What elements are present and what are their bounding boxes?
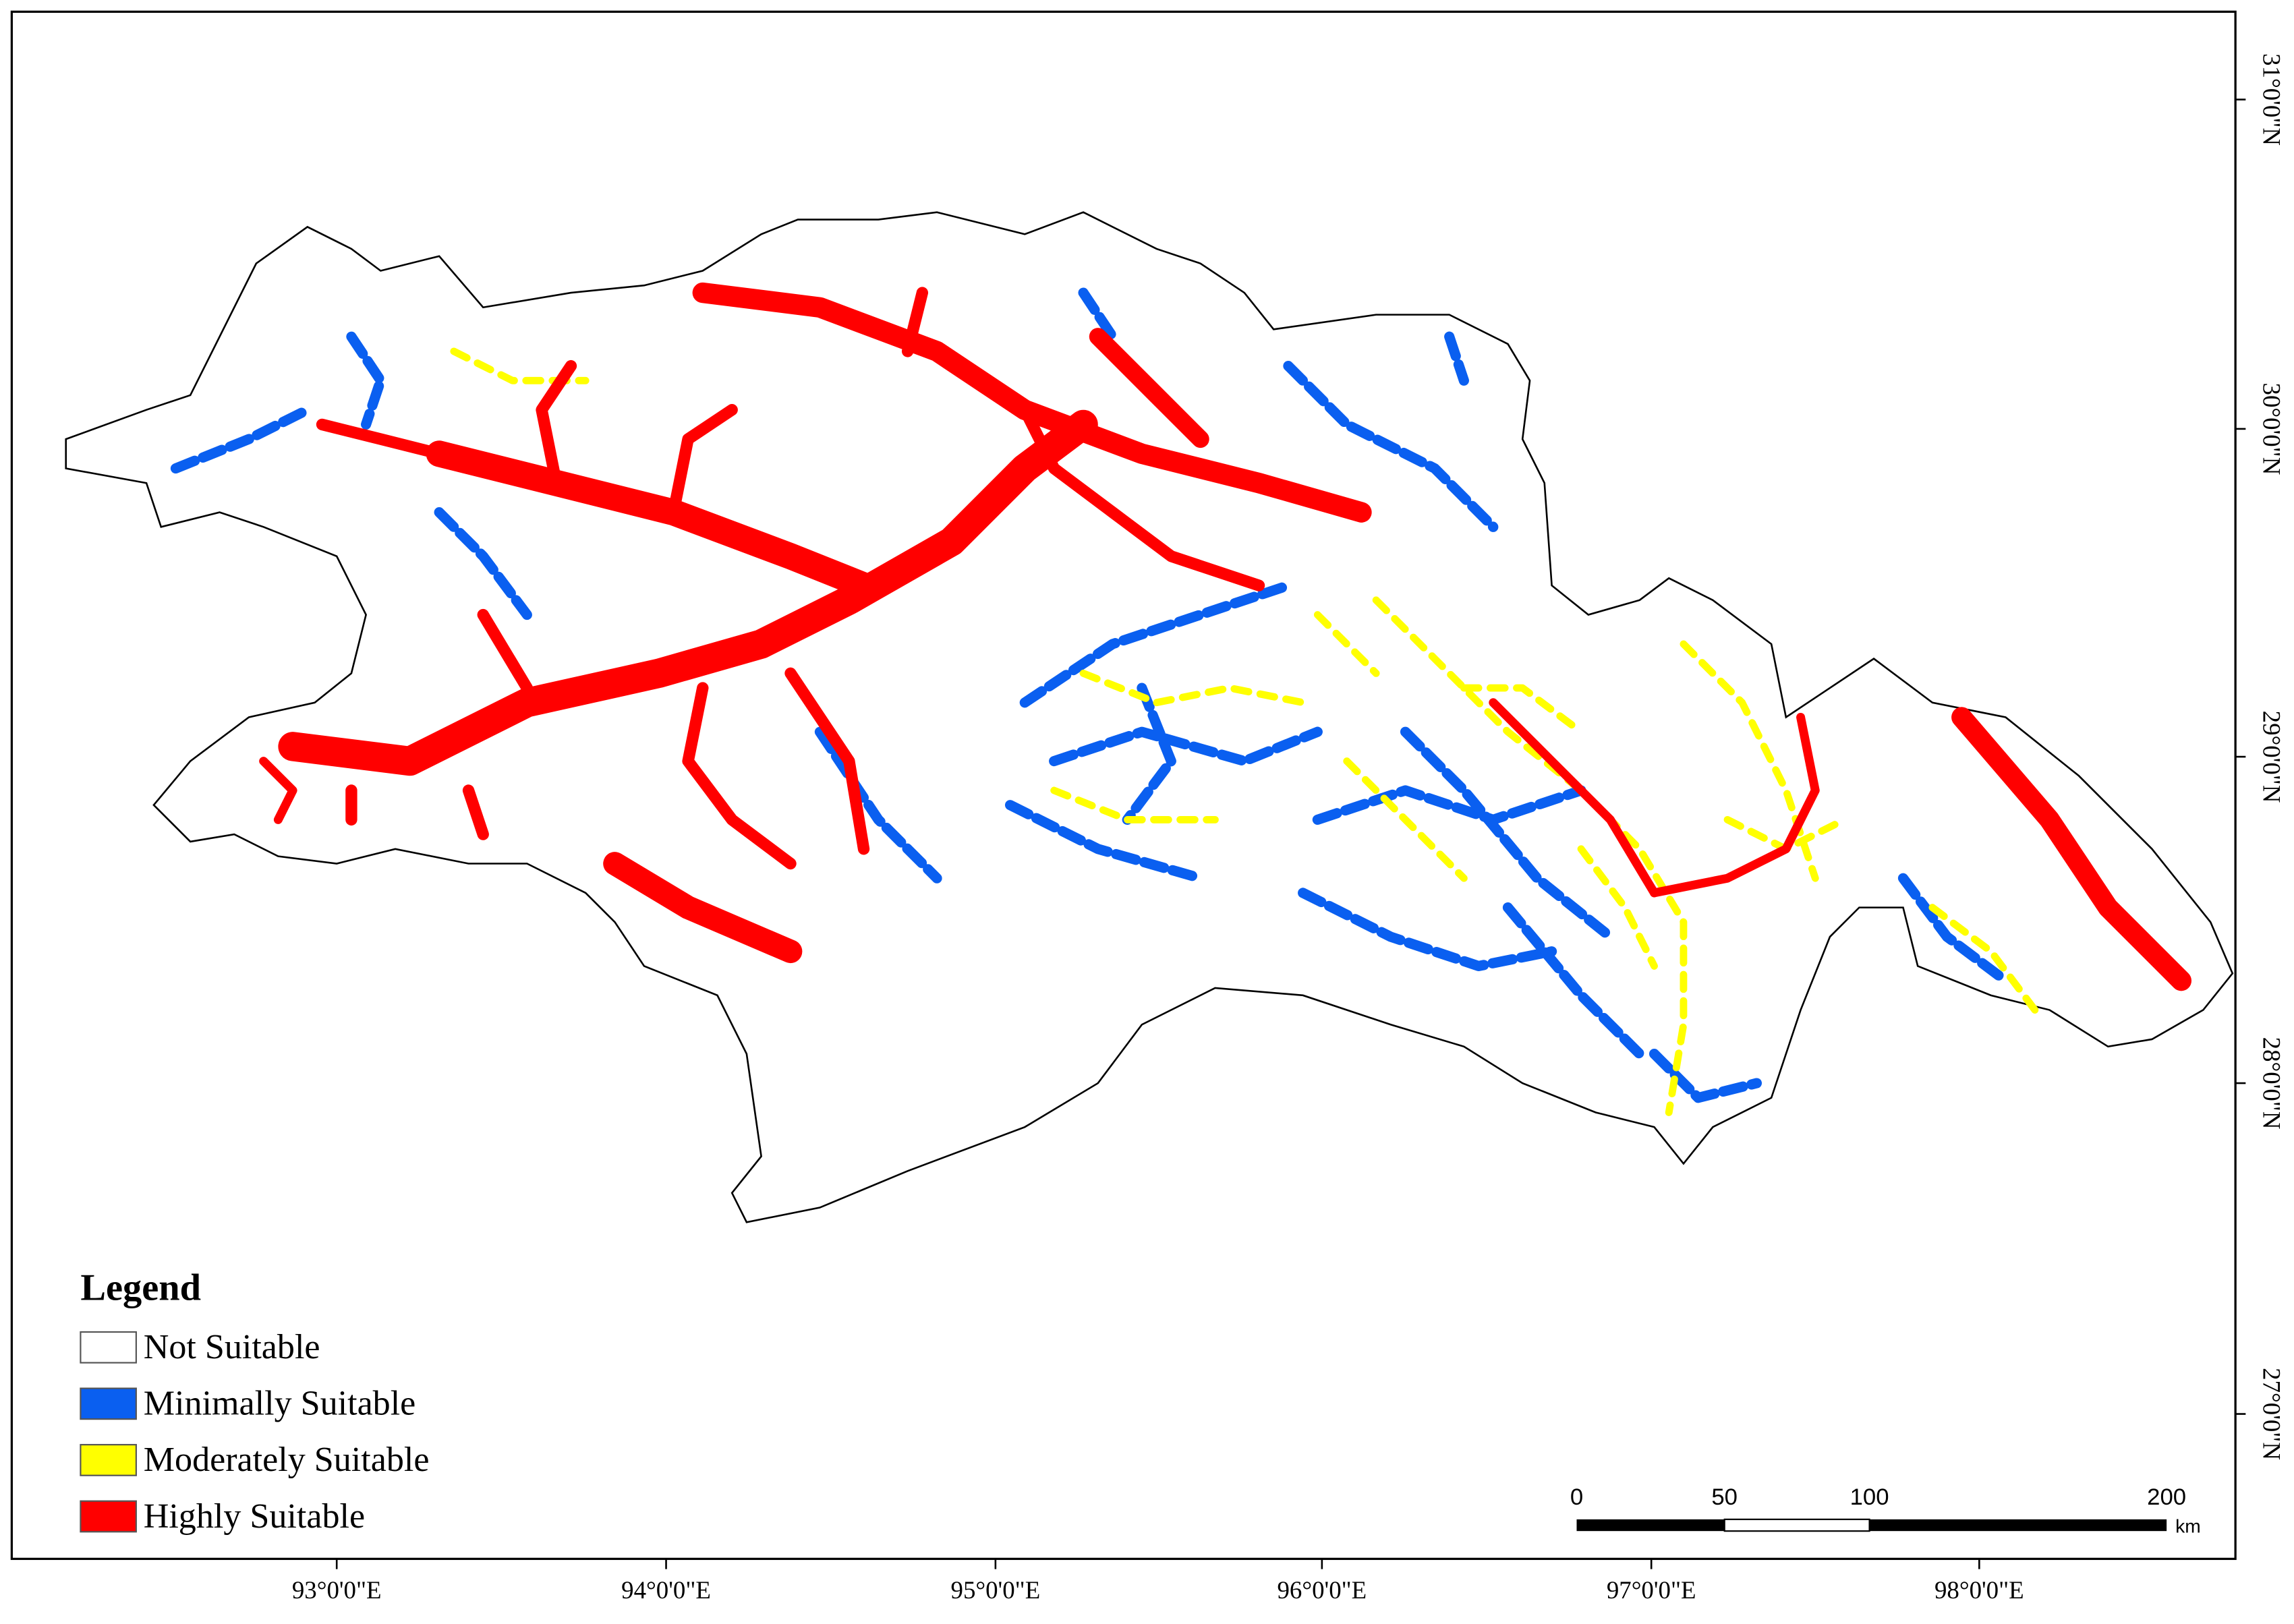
lon-label: 96°0'0"E [1277,1576,1367,1604]
legend-swatch [80,1387,137,1420]
lon-label: 97°0'0"E [1607,1576,1696,1604]
lon-label: 98°0'0"E [1934,1576,2024,1604]
scale-segment [1723,1518,1870,1532]
minimal-zone [170,287,2011,1103]
legend-label: Minimally Suitable [144,1385,416,1423]
legend-label: Highly Suitable [144,1497,365,1536]
scale-label: 200 [2147,1484,2186,1510]
scale-segment [1869,1519,2167,1532]
scale-label: 50 [1711,1484,1738,1510]
legend-swatch [80,1500,137,1533]
lon-label: 93°0'0"E [292,1576,382,1604]
lat-label: 27°0'0"N [2258,1368,2285,1460]
legend-swatch [80,1331,137,1364]
lat-label: 28°0'0"N [2258,1037,2285,1130]
lat-label: 30°0'0"N [2258,382,2285,475]
lon-label: 94°0'0"E [621,1576,711,1604]
lon-label: 95°0'0"E [951,1576,1041,1604]
lat-label: 29°0'0"N [2258,711,2285,803]
legend-label: Moderately Suitable [144,1441,430,1479]
graticule-ticks [335,98,2246,1569]
legend-title: Legend [80,1267,201,1308]
legend-label: Not Suitable [144,1328,320,1366]
scale-label: 100 [1850,1484,1889,1510]
legend-swatch [80,1444,137,1476]
scale-segment [1576,1519,1725,1532]
high-zone [259,282,2192,991]
scale-unit: km [2175,1515,2201,1536]
scale-label: 0 [1570,1484,1583,1510]
lat-label: 31°0'0"N [2258,53,2285,146]
